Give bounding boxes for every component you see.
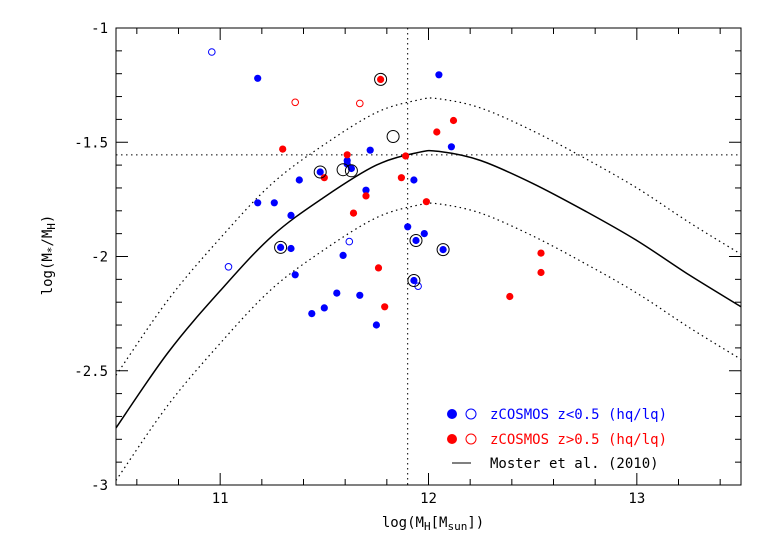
data-point	[279, 145, 287, 153]
data-point	[410, 276, 418, 285]
data-point	[345, 237, 354, 246]
y-tick-label: -1.5	[74, 135, 108, 151]
legend-marker-high-z-filled	[447, 434, 457, 444]
data-point	[356, 99, 364, 108]
data-point	[208, 48, 216, 56]
circled-point-ring	[374, 72, 388, 86]
y-axis-title: log(M*/MH)	[40, 215, 58, 296]
circled-point-ring	[336, 163, 350, 177]
data-point	[381, 303, 389, 311]
data-point	[320, 174, 328, 182]
data-point	[412, 236, 420, 245]
circled-point-ring	[344, 164, 358, 178]
data-point	[366, 146, 374, 154]
legend: zCOSMOS z<0.5 (hq/lq) zCOSMOS z>0.5 (hq/…	[447, 407, 667, 472]
legend-marker-low-z-open	[465, 408, 477, 420]
data-point	[362, 192, 370, 200]
data-point	[254, 199, 262, 207]
circled-point-ring	[407, 274, 421, 287]
data-point	[402, 152, 410, 160]
data-point	[420, 230, 428, 238]
data-point	[339, 251, 347, 259]
data-point	[320, 304, 328, 312]
series-3	[291, 98, 364, 108]
circled-point-ring	[436, 243, 450, 257]
data-point	[287, 244, 295, 253]
data-point	[224, 263, 233, 271]
y-tick-label: -2	[91, 250, 108, 266]
circled-point-ring	[409, 234, 423, 247]
model-curves	[116, 97, 741, 481]
data-point	[404, 223, 412, 231]
data-point	[537, 249, 545, 257]
data-point	[410, 176, 418, 184]
data-point	[447, 143, 455, 151]
x-axis-title: log(MH[Msun])	[382, 515, 484, 533]
data-point	[349, 209, 358, 217]
data-point	[333, 289, 341, 297]
data-point	[422, 198, 430, 206]
y-tick-label: -2.5	[74, 364, 108, 380]
data-point	[291, 98, 300, 107]
legend-marker-high-z-open	[465, 433, 477, 445]
data-point	[433, 128, 441, 136]
data-point	[270, 199, 278, 207]
data-point	[308, 310, 316, 318]
data-point	[287, 211, 295, 219]
model-curve-lower	[116, 202, 741, 481]
data-point	[506, 292, 514, 301]
data-point	[397, 174, 405, 182]
legend-marker-low-z-filled	[447, 409, 457, 419]
y-tick-label: -3	[91, 478, 108, 494]
data-point	[356, 291, 364, 299]
legend-label-low-z: zCOSMOS z<0.5 (hq/lq)	[490, 407, 667, 423]
data-point	[254, 74, 262, 82]
data-point	[362, 186, 370, 194]
y-tick-label: -1	[91, 21, 108, 37]
legend-label-model: Moster et al. (2010)	[490, 456, 659, 472]
legend-label-high-z: zCOSMOS z>0.5 (hq/lq)	[490, 432, 667, 448]
data-point	[374, 264, 383, 272]
model-curve-median	[116, 149, 741, 429]
x-tick-label: 13	[628, 491, 645, 507]
data-point	[316, 168, 324, 176]
circled-point-ring	[274, 240, 288, 254]
data-point	[377, 75, 385, 83]
data-point	[347, 164, 355, 173]
circled-points	[274, 72, 450, 287]
x-tick-label: 11	[212, 491, 229, 507]
data-point	[439, 246, 447, 254]
data-point	[295, 176, 303, 184]
data-point	[435, 71, 443, 79]
series-0	[254, 71, 455, 329]
circled-point-ring	[313, 165, 327, 179]
series-2	[279, 75, 545, 311]
model-curve-upper	[116, 97, 741, 376]
x-tick-label: 12	[420, 491, 437, 507]
data-point	[291, 271, 299, 279]
data-point	[277, 243, 285, 251]
data-point	[537, 268, 545, 277]
circled-point-ring	[386, 130, 400, 143]
data-point	[449, 116, 458, 125]
data-point	[372, 321, 380, 329]
data-point	[343, 151, 351, 159]
